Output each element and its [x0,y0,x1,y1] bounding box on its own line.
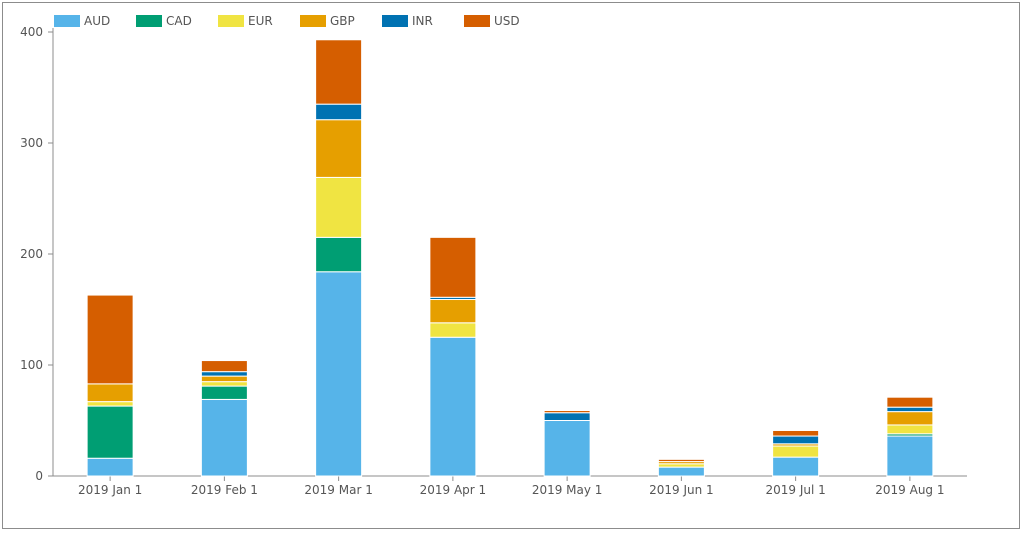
bar-segment-inr[interactable] [543,412,591,422]
bar-segment-inr[interactable] [315,103,363,121]
legend-item-inr[interactable]: INR [382,14,433,28]
legend-label: EUR [248,14,273,28]
legend-swatch [54,15,80,27]
legend-item-eur[interactable]: EUR [218,14,273,28]
bar-segment-inr[interactable] [200,371,248,377]
bar-segment-eur[interactable] [772,445,820,458]
bar-segment-aud[interactable] [886,435,934,477]
legend-label: GBP [330,14,355,28]
y-tick-label: 200 [20,247,43,261]
bar-segment-cad[interactable] [86,405,134,459]
bar-segment-aud[interactable] [315,271,363,477]
bar-segment-usd[interactable] [200,360,248,373]
x-tick-label: 2019 Feb 1 [191,483,258,497]
x-tick-label: 2019 Aug 1 [875,483,944,497]
x-tick-label: 2019 Jun 1 [649,483,714,497]
bar-segment-aud[interactable] [543,420,591,477]
bar-segment-eur[interactable] [886,424,934,435]
legend-swatch [382,15,408,27]
legend: AUD CAD EUR GBP INR USD [54,14,520,28]
bar-segment-cad[interactable] [200,385,248,400]
bar-segment-gbp[interactable] [429,299,477,324]
bar-segment-aud[interactable] [657,466,705,477]
legend-swatch [300,15,326,27]
bar-segment-inr[interactable] [772,435,820,445]
bar-segment-cad[interactable] [315,236,363,273]
y-tick-label: 400 [20,25,43,39]
legend-label: USD [494,14,520,28]
x-tick-label: 2019 Mar 1 [304,483,372,497]
bar-segment-usd[interactable] [772,429,820,437]
legend-label: AUD [84,14,110,28]
bar-segment-aud[interactable] [429,336,477,477]
x-tick-label: 2019 Apr 1 [420,483,487,497]
bar-segment-usd[interactable] [657,458,705,463]
bar-segment-inr[interactable] [886,406,934,413]
legend-swatch [218,15,244,27]
y-tick-label: 300 [20,136,43,150]
bar-segment-gbp[interactable] [315,119,363,178]
bar-segment-usd[interactable] [86,294,134,385]
bar-segment-aud[interactable] [200,398,248,477]
bar-segment-eur[interactable] [200,381,248,387]
legend-swatch [464,15,490,27]
y-tick-label: 0 [35,469,43,483]
legend-item-aud[interactable]: AUD [54,14,110,28]
bar-segment-gbp[interactable] [886,411,934,426]
x-tick-label: 2019 May 1 [532,483,603,497]
bar-segment-eur[interactable] [86,401,134,407]
bar-segment-eur[interactable] [315,176,363,238]
legend-label: CAD [166,14,192,28]
y-axis: 0 100 200 300 400 [20,25,54,483]
bar-segment-usd[interactable] [429,236,477,298]
bar-segment-aud[interactable] [86,457,134,477]
bar-segment-usd[interactable] [315,39,363,105]
legend-swatch [136,15,162,27]
bars [86,39,934,477]
bar-segment-gbp[interactable] [200,375,248,383]
y-tick-label: 100 [20,358,43,372]
x-tick-label: 2019 Jan 1 [78,483,142,497]
legend-item-cad[interactable]: CAD [136,14,192,28]
legend-item-gbp[interactable]: GBP [300,14,355,28]
bar-segment-usd[interactable] [886,396,934,408]
legend-item-usd[interactable]: USD [464,14,520,28]
bar-segment-eur[interactable] [429,322,477,338]
legend-label: INR [412,14,433,28]
bar-segment-aud[interactable] [772,456,820,477]
x-axis: 2019 Jan 1 2019 Feb 1 2019 Mar 1 2019 Apr 1… [53,475,967,497]
x-tick-label: 2019 Jul 1 [765,483,825,497]
bar-segment-usd[interactable] [543,410,591,414]
bar-segment-gbp[interactable] [86,383,134,403]
